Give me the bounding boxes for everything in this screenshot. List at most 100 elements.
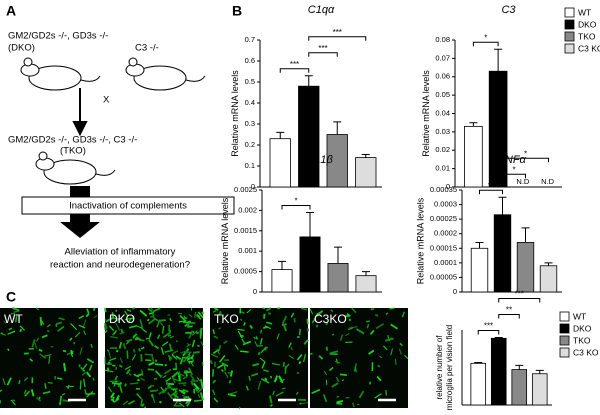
legend-label: TKO (573, 335, 591, 345)
microglia (159, 374, 163, 379)
microglia (275, 391, 284, 397)
microglia (311, 316, 317, 324)
microglia (10, 312, 16, 315)
microglia (354, 365, 357, 373)
microglia (401, 311, 406, 318)
microglia (243, 322, 246, 326)
microglia (7, 348, 10, 352)
microglia (154, 389, 159, 393)
microglia (19, 325, 26, 331)
microglia (271, 362, 280, 366)
microglia (262, 307, 266, 310)
microglia (306, 318, 309, 325)
error-bar (469, 122, 478, 127)
microglia (35, 307, 40, 311)
microglia (349, 326, 358, 329)
microglia (336, 396, 340, 398)
microglia (104, 330, 108, 334)
legend-label: C3 KO (573, 347, 599, 357)
microglia (108, 325, 115, 332)
microglia (122, 400, 129, 406)
microglia (175, 355, 182, 361)
microglia (282, 323, 288, 332)
microglia (210, 353, 219, 358)
arrow (70, 186, 90, 198)
bar (516, 242, 535, 293)
microglia (175, 339, 179, 343)
outcome: reaction and neurodegeneration? (50, 260, 190, 271)
microglia (178, 382, 187, 385)
microglia (44, 383, 47, 389)
microglia (141, 403, 145, 408)
microglia (187, 342, 191, 346)
parent1-genotype: GM2/GD2s -/-, GD3s -/- (8, 31, 108, 42)
chart-title: IL1β (311, 154, 333, 166)
bar (470, 247, 489, 293)
microglia (366, 320, 370, 323)
microglia (325, 346, 329, 351)
legend-swatch (564, 43, 575, 54)
microglia (170, 390, 178, 397)
significance-label: *** (515, 290, 524, 299)
microglia (219, 312, 223, 317)
microglia (240, 311, 245, 314)
microglia (218, 355, 226, 363)
microglia (311, 388, 321, 394)
microglia (355, 328, 365, 335)
y-axis-label: Relative mRNA levels (230, 70, 240, 157)
microglia (217, 344, 222, 352)
microglia (212, 309, 217, 313)
microglia (257, 380, 262, 390)
microglia (201, 311, 204, 315)
microglia (132, 333, 138, 338)
microglia (288, 342, 292, 348)
microglia (42, 353, 52, 358)
microglia (228, 379, 232, 384)
microglia (166, 391, 174, 400)
y-tick-label: 0.4 (245, 98, 255, 107)
microglia (90, 343, 93, 348)
microglia (82, 319, 87, 328)
significance-label: * (294, 197, 297, 206)
microglia (180, 388, 185, 393)
microglia (46, 323, 51, 328)
microglia (265, 307, 272, 312)
microglia (110, 398, 116, 403)
microglia (155, 363, 164, 366)
microglia (246, 309, 252, 314)
microglia (109, 357, 117, 362)
microglia (329, 350, 339, 355)
microglia (105, 316, 114, 323)
microglia (264, 377, 268, 382)
micrograph-label: DKO (109, 312, 135, 326)
microglia (237, 330, 243, 339)
microglia (172, 388, 176, 391)
microglia (158, 400, 162, 404)
microglia (137, 347, 142, 352)
microglia (126, 308, 132, 313)
y-tick-label: 0.00035 (430, 185, 457, 194)
microglia (176, 371, 185, 377)
bar (355, 157, 377, 188)
microglia (165, 377, 172, 383)
y-tick-label: 0.00015 (430, 243, 457, 252)
micrographs: WT DKO TKO C3KO (0, 307, 409, 409)
microglia (220, 369, 224, 373)
arrow (60, 214, 100, 238)
microglia (167, 314, 171, 316)
error-bar (276, 131, 285, 139)
microglia (114, 375, 119, 381)
bar (271, 269, 293, 293)
microglia (268, 395, 273, 404)
microglia (110, 392, 115, 399)
y-tick-label: 0 (446, 182, 450, 191)
microglia (296, 335, 300, 338)
microglia (374, 393, 382, 399)
microglia (183, 389, 189, 393)
mouse-icon (20, 57, 206, 185)
y-axis-label: Relative mRNA levels (421, 70, 431, 157)
microglia (38, 348, 43, 352)
microglia (290, 346, 293, 351)
microglia (328, 366, 334, 372)
microglia (55, 323, 58, 328)
